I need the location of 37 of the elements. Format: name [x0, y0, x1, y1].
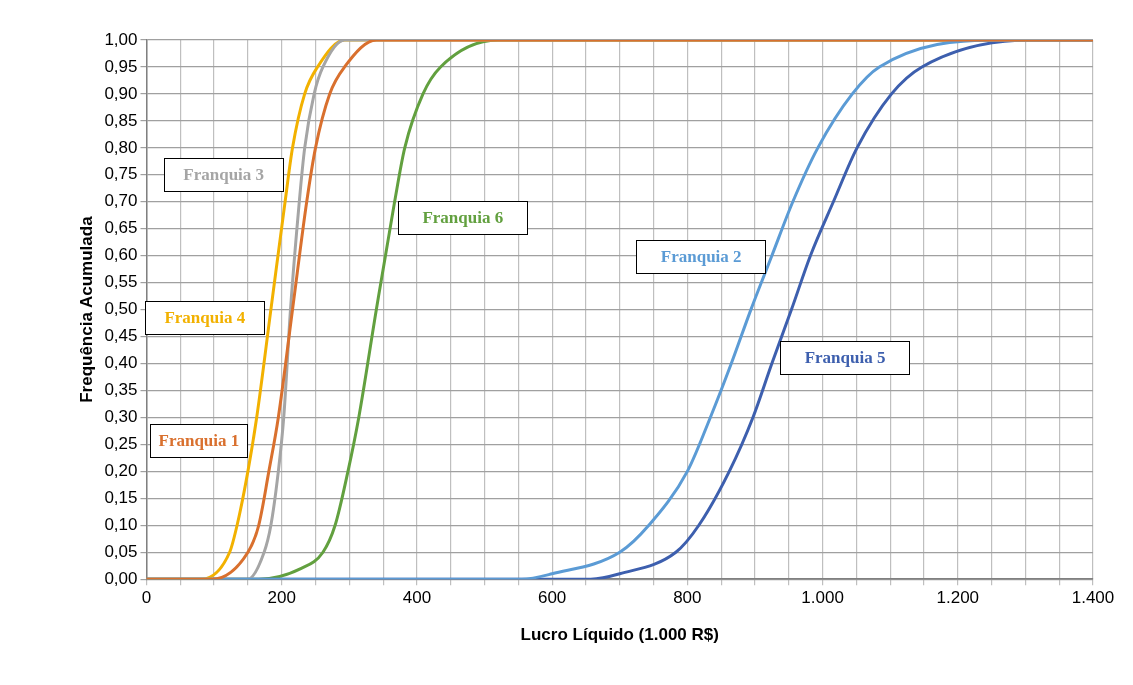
x-tick-label: 400 [402, 588, 432, 608]
y-tick-label: 0,85 [104, 110, 138, 130]
y-tick-label: 0,10 [104, 514, 138, 534]
series-label: Franquia 2 [636, 240, 767, 275]
x-tick-label: 1.200 [936, 588, 980, 608]
x-tick-label: 600 [537, 588, 567, 608]
y-tick-label: 0,40 [104, 353, 138, 373]
y-tick-label: 0,75 [104, 164, 138, 184]
x-axis-title: Lucro Líquido (1.000 R$) [520, 625, 719, 645]
y-tick-label: 0,35 [104, 380, 138, 400]
series-label: Franquia 6 [397, 201, 528, 236]
x-tick-label: 200 [267, 588, 296, 608]
y-tick-label: 0,80 [104, 137, 138, 157]
x-tick-label: 0 [141, 588, 152, 608]
y-tick-label: 0,95 [104, 56, 138, 76]
y-axis-title: Frequência Acumulada [76, 215, 96, 403]
y-tick-label: 0,25 [104, 434, 138, 454]
y-tick-label: 1,00 [104, 29, 138, 49]
x-tick-label: 1.000 [801, 588, 844, 608]
y-tick-label: 0,70 [104, 191, 138, 211]
y-tick-label: 0,00 [104, 568, 138, 588]
text: Franquia 3 [163, 158, 284, 193]
series-label: Franquia 4 [144, 300, 265, 335]
y-tick-label: 0,05 [104, 541, 138, 561]
series-label: Franquia 1 [149, 423, 248, 458]
y-tick-label: 0,90 [104, 83, 138, 103]
y-tick-label: 0,50 [104, 299, 138, 319]
series-label: Franquia 5 [780, 340, 911, 375]
y-tick-label: 0,30 [104, 407, 138, 427]
y-tick-label: 0,55 [104, 272, 138, 292]
y-tick-label: 0,15 [104, 488, 138, 508]
x-tick-label: 1.400 [1071, 588, 1115, 608]
y-tick-label: 0,60 [104, 245, 138, 265]
x-tick-label: 800 [673, 588, 702, 608]
y-tick-label: 0,45 [104, 326, 138, 346]
y-tick-label: 0,20 [104, 461, 138, 481]
y-tick-label: 0,65 [104, 218, 138, 238]
